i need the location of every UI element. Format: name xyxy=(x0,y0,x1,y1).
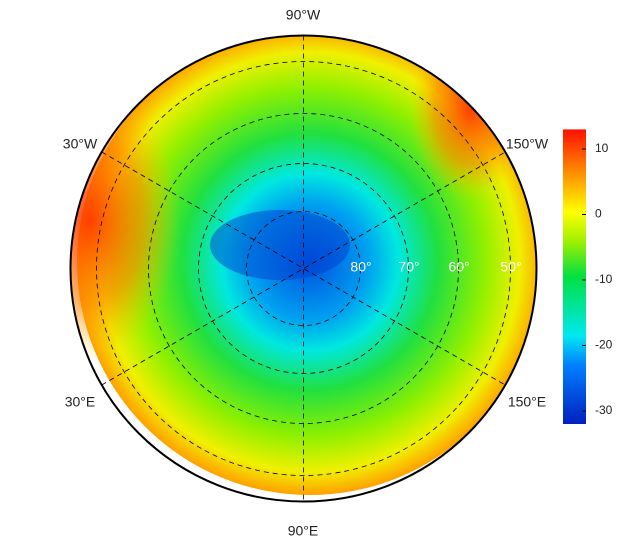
longitude-label: 90°E xyxy=(288,523,319,539)
latitude-label: 60° xyxy=(448,259,469,275)
longitude-label: 150°E xyxy=(508,394,546,410)
colorbar-tick-label: 0 xyxy=(595,207,602,221)
latitude-label: 50° xyxy=(500,259,521,275)
longitude-label: 30°W xyxy=(63,136,98,152)
colorbar-tick-label: -10 xyxy=(595,272,613,286)
longitude-label: 30°E xyxy=(65,394,96,410)
longitude-label: 90°W xyxy=(286,7,321,23)
colorbar-tick-label: -20 xyxy=(595,338,613,352)
temperature-field xyxy=(70,35,537,495)
map-boundary xyxy=(69,34,538,503)
colorbar-scale xyxy=(563,129,586,424)
colorbar-tick-label: 10 xyxy=(595,141,609,155)
latitude-label: 70° xyxy=(398,259,419,275)
latitude-label: 80° xyxy=(350,259,371,275)
graticule xyxy=(96,35,511,502)
longitude-label: 150°W xyxy=(506,136,549,152)
colorbar-tick-label: -30 xyxy=(595,403,613,417)
colorbar: 10 0 -10 -20 -30 xyxy=(563,129,613,424)
